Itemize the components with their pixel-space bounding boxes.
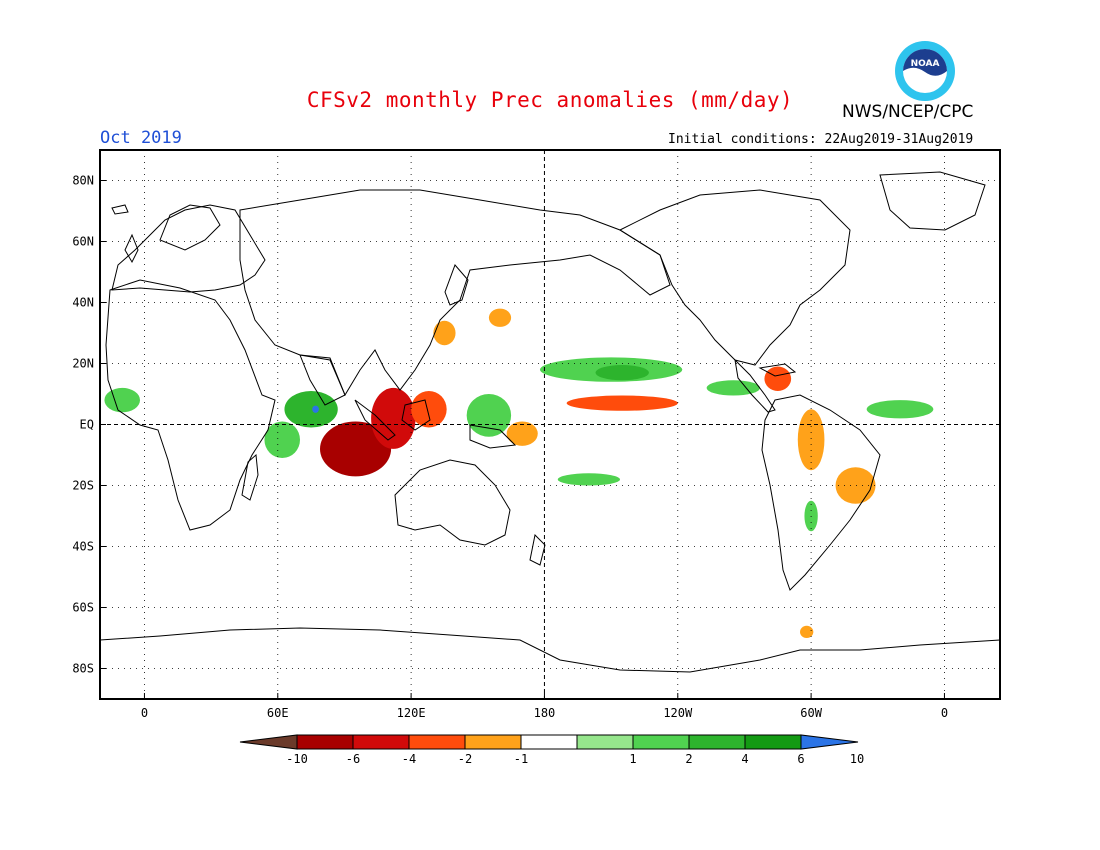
colorbar-box [352, 734, 410, 750]
anomaly-north-pacific-itcz-core [595, 365, 649, 381]
lon-label: 60W [800, 706, 822, 720]
lon-label: 180 [534, 706, 556, 720]
lon-label: 60E [267, 706, 289, 720]
scandinavia-coast [159, 204, 221, 251]
australia-coast [394, 459, 511, 546]
cuba-coast [758, 363, 797, 377]
colorbar-label: -1 [514, 752, 528, 766]
noaa-logo-icon: NOAA [895, 41, 955, 101]
graticule [100, 150, 1000, 699]
lat-label: 40N [72, 296, 94, 310]
anomaly-africa-wet [104, 387, 140, 413]
japan-coast [444, 264, 469, 306]
anomaly-brazil-dry [835, 467, 876, 504]
anomaly-east-asia-dry [433, 320, 456, 346]
new-guinea-coast [469, 424, 517, 449]
colorbar: -10 -6 -4 -2 -1 1 2 4 6 10 [239, 734, 864, 766]
north-america-coast [618, 189, 851, 366]
sumatra-coast [354, 399, 396, 441]
anomaly-antarctic-peninsula-dry [800, 625, 814, 639]
colorbar-box [744, 734, 802, 750]
colorbar-label: -10 [286, 752, 308, 766]
forecast-month: Oct 2019 [100, 128, 182, 148]
greenland-coast [879, 171, 986, 231]
agency-label: NWS/NCEP/CPC [842, 102, 974, 122]
anomaly-central-pacific-dry-band [566, 395, 678, 411]
colorbar-high-arrow [800, 734, 859, 750]
madagascar-coast [241, 453, 259, 501]
anomaly-dateline-dry [506, 421, 538, 446]
anomaly-arabian-sea-blue [312, 405, 319, 413]
svg-text:NOAA: NOAA [911, 59, 940, 69]
anomaly-philippines-dry [411, 390, 447, 428]
initial-conditions: Initial conditions: 22Aug2019-31Aug2019 [668, 132, 974, 147]
anomaly-caribbean-dry [764, 366, 792, 391]
new-zealand-coast [529, 533, 546, 566]
south-america-coast [761, 394, 881, 591]
central-america-coast [734, 358, 776, 413]
uk-coast [124, 233, 139, 264]
colorbar-label: -4 [402, 752, 416, 766]
lat-ticks: 80N 60N 40N 20N EQ 20S 40S 60S 80S [72, 174, 106, 676]
lat-label: 20N [72, 357, 94, 371]
anomaly-nw-pacific-dry [488, 308, 512, 327]
colorbar-label: 10 [850, 752, 864, 766]
colorbar-label: 6 [797, 752, 804, 766]
lon-label: 120E [397, 706, 426, 720]
anomaly-amazon-dry [797, 409, 825, 471]
colorbar-label: 1 [629, 752, 636, 766]
antarctica-coast [100, 627, 1000, 673]
lat-label: 40S [72, 540, 94, 554]
lat-label: 80S [72, 662, 94, 676]
lon-label: 120W [663, 706, 693, 720]
india-coast [299, 354, 346, 406]
lon-ticks: 0 60E 120E 180 120W 60W 0 [141, 693, 948, 720]
lat-label: 60N [72, 235, 94, 249]
coastlines [100, 171, 1000, 673]
iceland-coast [111, 204, 129, 215]
lat-label: 20S [72, 479, 94, 493]
colorbar-label: -2 [458, 752, 472, 766]
anomaly-east-pacific-wet [706, 380, 760, 396]
colorbar-box [408, 734, 466, 750]
colorbar-box [632, 734, 690, 750]
lat-label: EQ [80, 418, 94, 432]
anomaly-sumatra-dry [371, 387, 416, 449]
anomaly-south-pacific-wet [557, 473, 621, 486]
europe-coast [111, 204, 266, 293]
lon-label: 0 [141, 706, 148, 720]
anomaly-west-indian-ocean-wet [264, 421, 300, 459]
colorbar-box [520, 734, 578, 750]
anomaly-west-pacific-wet [466, 394, 512, 437]
colorbar-box [688, 734, 746, 750]
colorbar-box [296, 734, 354, 750]
colorbar-box [464, 734, 522, 750]
lat-label: 60S [72, 601, 94, 615]
anomaly-atlantic-wet [866, 400, 934, 419]
colorbar-label: 2 [685, 752, 692, 766]
colorbar-low-arrow [239, 734, 298, 750]
anomaly-maritime-continent-dry [320, 421, 392, 477]
lat-label: 80N [72, 174, 94, 188]
colorbar-label: -6 [346, 752, 360, 766]
colorbar-label: 4 [741, 752, 748, 766]
lon-label: 0 [941, 706, 948, 720]
africa-coast [105, 279, 276, 531]
map-title: CFSv2 monthly Prec anomalies (mm/day) [306, 88, 794, 112]
anomaly-indian-ocean-wet [284, 390, 338, 428]
colorbar-box [576, 734, 634, 750]
